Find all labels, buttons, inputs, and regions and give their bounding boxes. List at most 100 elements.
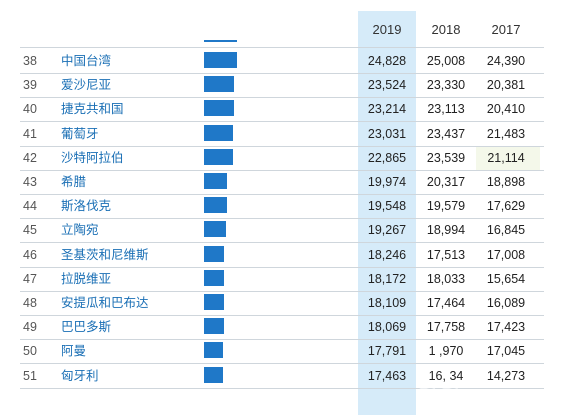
country-link[interactable]: 斯洛伐克 xyxy=(61,199,112,213)
row-divider xyxy=(20,291,544,292)
value-cell-2017: 16,089 xyxy=(486,296,526,310)
cell-highlight xyxy=(476,147,540,171)
country-link[interactable]: 巴巴多斯 xyxy=(61,320,112,334)
rank-number: 38 xyxy=(23,54,37,68)
row-divider xyxy=(20,97,544,98)
value-cell-2018: 23,113 xyxy=(427,102,465,116)
row-divider xyxy=(20,194,544,195)
row-divider xyxy=(20,146,544,147)
value-cell-2019: 17,791 xyxy=(367,344,407,358)
country-link[interactable]: 阿曼 xyxy=(61,344,87,358)
value-bar xyxy=(204,270,224,286)
rank-number: 48 xyxy=(23,296,37,310)
value-cell-2017: 14,273 xyxy=(486,369,526,383)
value-bar xyxy=(204,149,233,165)
value-cell-2019: 22,865 xyxy=(367,151,407,165)
row-divider xyxy=(20,121,544,122)
country-link[interactable]: 拉脱维亚 xyxy=(61,272,112,286)
row-divider xyxy=(20,242,544,243)
country-link[interactable]: 爱沙尼亚 xyxy=(61,78,112,92)
value-cell-2017: 24,390 xyxy=(486,54,526,68)
header-divider xyxy=(20,47,544,48)
value-bar xyxy=(204,197,227,213)
country-link[interactable]: 沙特阿拉伯 xyxy=(61,151,124,165)
row-divider xyxy=(20,315,544,316)
value-cell-2018: 23,437 xyxy=(426,127,466,141)
rank-number: 42 xyxy=(23,151,37,165)
value-bar xyxy=(204,342,223,358)
value-cell-2019: 19,548 xyxy=(367,199,407,213)
value-cell-2019: 19,267 xyxy=(367,223,407,237)
rank-number: 51 xyxy=(23,369,37,383)
rank-number: 45 xyxy=(23,223,37,237)
value-bar xyxy=(204,76,234,92)
value-cell-2019: 17,463 xyxy=(367,369,407,383)
country-link[interactable]: 葡萄牙 xyxy=(61,127,99,141)
value-cell-2019: 23,524 xyxy=(367,78,407,92)
value-bar xyxy=(204,318,224,334)
value-cell-2017: 16,845 xyxy=(486,223,526,237)
country-link[interactable]: 匈牙利 xyxy=(61,369,99,383)
value-cell-2019: 23,031 xyxy=(367,127,407,141)
value-cell-2018: 20,317 xyxy=(426,175,466,189)
row-divider xyxy=(20,339,544,340)
value-cell-2018: 16, 34 xyxy=(428,369,464,383)
value-cell-2017: 20,410 xyxy=(486,102,526,116)
value-cell-2018: 18,033 xyxy=(426,272,466,286)
partial-bar xyxy=(204,40,237,42)
row-divider xyxy=(20,267,544,268)
value-bar xyxy=(204,125,233,141)
value-cell-2017: 20,381 xyxy=(486,78,526,92)
country-link[interactable]: 圣基茨和尼维斯 xyxy=(61,248,149,262)
value-bar xyxy=(204,221,226,237)
rank-number: 50 xyxy=(23,344,37,358)
column-header-2019[interactable]: 2019 xyxy=(372,22,402,37)
value-cell-2018: 19,579 xyxy=(426,199,466,213)
value-cell-2019: 18,069 xyxy=(367,320,407,334)
value-cell-2017: 21,483 xyxy=(486,127,526,141)
value-cell-2018: 23,539 xyxy=(426,151,466,165)
country-link[interactable]: 捷克共和国 xyxy=(61,102,124,116)
value-bar xyxy=(204,367,223,383)
value-bar xyxy=(204,294,224,310)
country-link[interactable]: 中国台湾 xyxy=(61,54,112,68)
country-link[interactable]: 立陶宛 xyxy=(61,223,99,237)
row-divider xyxy=(20,218,544,219)
value-cell-2018: 17,758 xyxy=(426,320,466,334)
value-cell-2018: 18,994 xyxy=(426,223,466,237)
watermark: ∼∼ xyxy=(416,374,462,404)
row-divider xyxy=(20,170,544,171)
value-cell-2019: 18,172 xyxy=(367,272,407,286)
value-cell-2018: 23,330 xyxy=(426,78,466,92)
column-header-2017[interactable]: 2017 xyxy=(491,22,521,37)
rank-number: 43 xyxy=(23,175,37,189)
country-link[interactable]: 安提瓜和巴布达 xyxy=(61,296,149,310)
value-cell-2017: 17,008 xyxy=(486,248,526,262)
value-cell-2017: 17,045 xyxy=(486,344,526,358)
value-bar xyxy=(204,246,224,262)
value-bar xyxy=(204,100,234,116)
value-cell-2017: 17,423 xyxy=(486,320,526,334)
rank-number: 46 xyxy=(23,248,37,262)
value-cell-2019: 23,214 xyxy=(367,102,407,116)
rank-number: 49 xyxy=(23,320,37,334)
value-cell-2018: 17,513 xyxy=(426,248,466,262)
row-divider xyxy=(20,73,544,74)
rank-number: 44 xyxy=(23,199,37,213)
column-header-2018[interactable]: 2018 xyxy=(431,22,461,37)
value-cell-2018: 17,464 xyxy=(426,296,466,310)
highlighted-2019-column xyxy=(358,11,416,415)
row-divider xyxy=(20,363,544,364)
value-cell-2017: 21,114 xyxy=(487,151,525,165)
rank-number: 41 xyxy=(23,127,37,141)
value-bar xyxy=(204,52,237,68)
value-bar xyxy=(204,173,227,189)
rank-number: 39 xyxy=(23,78,37,92)
value-cell-2017: 18,898 xyxy=(486,175,526,189)
value-cell-2018: 25,008 xyxy=(426,54,466,68)
rank-number: 40 xyxy=(23,102,37,116)
value-cell-2019: 18,246 xyxy=(367,248,407,262)
value-cell-2017: 17,629 xyxy=(486,199,526,213)
country-link[interactable]: 希腊 xyxy=(61,175,87,189)
